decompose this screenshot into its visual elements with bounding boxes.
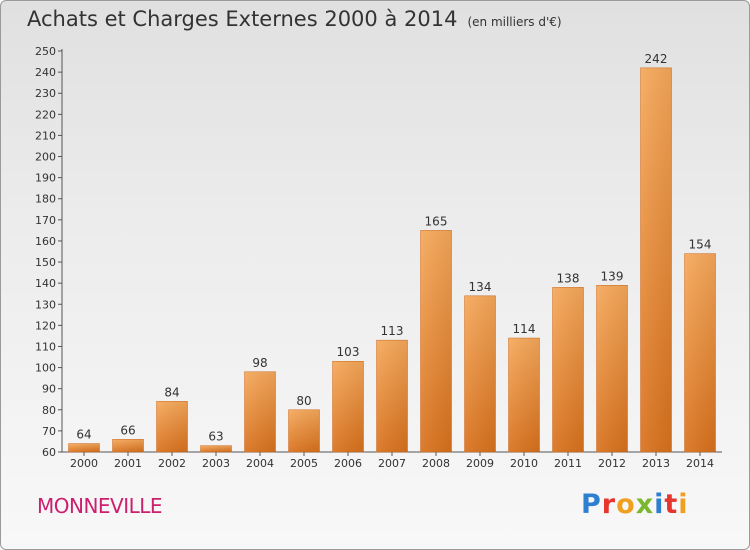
value-label: 138 bbox=[557, 271, 580, 285]
x-tick-label: 2002 bbox=[158, 457, 186, 470]
bar-shade bbox=[420, 230, 452, 452]
y-tick-label: 180 bbox=[35, 193, 56, 206]
value-label: 139 bbox=[601, 269, 624, 283]
x-tick-label: 2006 bbox=[334, 457, 362, 470]
value-label: 114 bbox=[513, 322, 536, 336]
bar-shade bbox=[640, 67, 672, 452]
value-label: 80 bbox=[296, 394, 311, 408]
x-tick-label: 2005 bbox=[290, 457, 318, 470]
y-tick-label: 170 bbox=[35, 214, 56, 227]
y-tick-label: 120 bbox=[35, 319, 56, 332]
x-tick-label: 2007 bbox=[378, 457, 406, 470]
value-labels: 64 66 84 63 98 80 103 113 165 134 114 138 139 242 154 bbox=[76, 52, 711, 444]
x-tick-label: 2012 bbox=[598, 457, 626, 470]
logo-letter: P bbox=[581, 489, 602, 520]
y-tick-label: 240 bbox=[35, 66, 56, 79]
y-tick-label: 60 bbox=[42, 446, 56, 459]
y-tick-label: 200 bbox=[35, 151, 56, 164]
bar-shade bbox=[200, 445, 232, 452]
x-tick-label: 2000 bbox=[70, 457, 98, 470]
value-label: 113 bbox=[381, 324, 404, 338]
logo-letter: i bbox=[678, 489, 689, 520]
bar-shade bbox=[596, 285, 628, 452]
axes: 60 70 80 90 100 110 120 130 140 150 160 170 180 190 20… bbox=[35, 45, 722, 470]
y-tick-label: 110 bbox=[35, 340, 56, 353]
value-label: 66 bbox=[120, 423, 135, 437]
x-tick-label: 2011 bbox=[554, 457, 582, 470]
bar-shade bbox=[376, 340, 408, 452]
value-label: 134 bbox=[469, 280, 492, 294]
x-tick-label: 2008 bbox=[422, 457, 450, 470]
y-tick-label: 130 bbox=[35, 298, 56, 311]
bar-shade bbox=[288, 409, 320, 452]
value-label: 98 bbox=[252, 356, 267, 370]
value-label: 64 bbox=[76, 428, 91, 442]
y-tick-label: 80 bbox=[42, 404, 56, 417]
logo-letter: x bbox=[635, 489, 655, 520]
y-tick-label: 150 bbox=[35, 256, 56, 269]
bar-shade bbox=[112, 439, 144, 452]
y-tick-label: 220 bbox=[35, 108, 56, 121]
x-tick-label: 2014 bbox=[686, 457, 714, 470]
bar-shade bbox=[156, 401, 188, 452]
bar-shade bbox=[552, 287, 584, 452]
value-label: 84 bbox=[164, 385, 179, 399]
logo-letter: o bbox=[616, 489, 636, 520]
y-tick-label: 90 bbox=[42, 383, 56, 396]
y-tick-label: 210 bbox=[35, 129, 56, 142]
logo-letter: t bbox=[664, 489, 679, 520]
x-tick-label: 2003 bbox=[202, 457, 230, 470]
bar-shade bbox=[508, 338, 540, 452]
bar-shade bbox=[244, 371, 276, 452]
y-tick-label: 140 bbox=[35, 277, 56, 290]
y-tick-label: 190 bbox=[35, 172, 56, 185]
bar-shade bbox=[464, 295, 496, 452]
town-name: MONNEVILLE bbox=[37, 494, 163, 518]
value-label: 242 bbox=[645, 52, 668, 66]
value-label: 63 bbox=[208, 430, 223, 444]
x-tick-label: 2013 bbox=[642, 457, 670, 470]
logo-letter: i bbox=[654, 489, 665, 520]
y-tick-label: 70 bbox=[42, 425, 56, 438]
bar-shade bbox=[332, 361, 364, 452]
y-tick-label: 230 bbox=[35, 87, 56, 100]
value-label: 103 bbox=[337, 345, 360, 359]
chart-title: Achats et Charges Externes 2000 à 2014 (e… bbox=[27, 7, 562, 31]
y-tick-label: 160 bbox=[35, 235, 56, 248]
proxiti-logo[interactable]: Proxiti bbox=[581, 489, 689, 520]
value-label: 154 bbox=[689, 238, 712, 252]
bar-shade bbox=[68, 443, 100, 452]
x-tick-label: 2001 bbox=[114, 457, 142, 470]
chart-unit: (en milliers d'€) bbox=[467, 15, 562, 29]
bars bbox=[68, 67, 716, 453]
x-tick-label: 2010 bbox=[510, 457, 538, 470]
value-label: 165 bbox=[425, 214, 448, 228]
y-tick-label: 100 bbox=[35, 362, 56, 375]
y-tick-label: 250 bbox=[35, 45, 56, 58]
x-tick-label: 2009 bbox=[466, 457, 494, 470]
bar-shade bbox=[684, 253, 716, 452]
chart-title-text: Achats et Charges Externes 2000 à 2014 bbox=[27, 7, 458, 31]
x-tick-label: 2004 bbox=[246, 457, 274, 470]
logo-letter: r bbox=[601, 489, 617, 520]
